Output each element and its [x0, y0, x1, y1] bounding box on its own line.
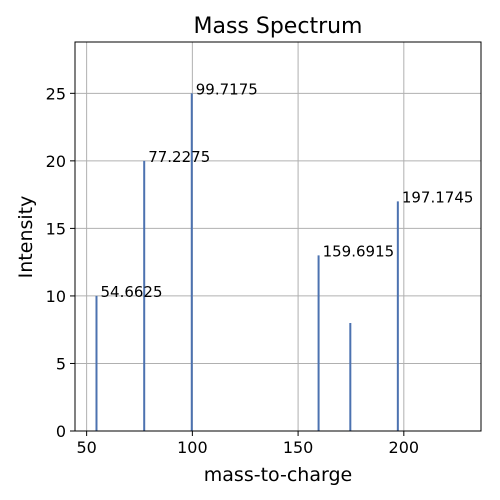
grid-lines: [75, 42, 481, 432]
y-tick-label: 10: [46, 287, 66, 306]
x-tick-label: 200: [389, 438, 420, 457]
x-tick-label: 100: [177, 438, 208, 457]
peaks: [95, 93, 399, 431]
peak-label: 77.2275: [148, 148, 210, 166]
y-tick-label: 15: [46, 219, 66, 238]
y-tick-label: 20: [46, 152, 66, 171]
plot-frame: [74, 41, 482, 432]
chart-title: Mass Spectrum: [194, 14, 363, 39]
axis-ticks: 50 100 150 200 0 5 10 15 20 25: [46, 84, 419, 457]
peak-labels: 54.6625 77.2275 99.7175 159.6915 197.1745: [100, 80, 473, 301]
peak-label: 99.7175: [196, 80, 258, 98]
x-tick-label: 150: [283, 438, 314, 457]
y-tick-label: 5: [56, 354, 66, 373]
peak-label: 197.1745: [402, 188, 474, 206]
x-axis-label: mass-to-charge: [204, 464, 352, 486]
y-tick-label: 0: [56, 422, 66, 441]
y-tick-label: 25: [46, 84, 66, 103]
x-tick-label: 50: [76, 438, 96, 457]
peak-label: 159.6915: [323, 242, 395, 260]
y-axis-label: Intensity: [15, 196, 37, 279]
peak-label: 54.6625: [100, 283, 162, 301]
